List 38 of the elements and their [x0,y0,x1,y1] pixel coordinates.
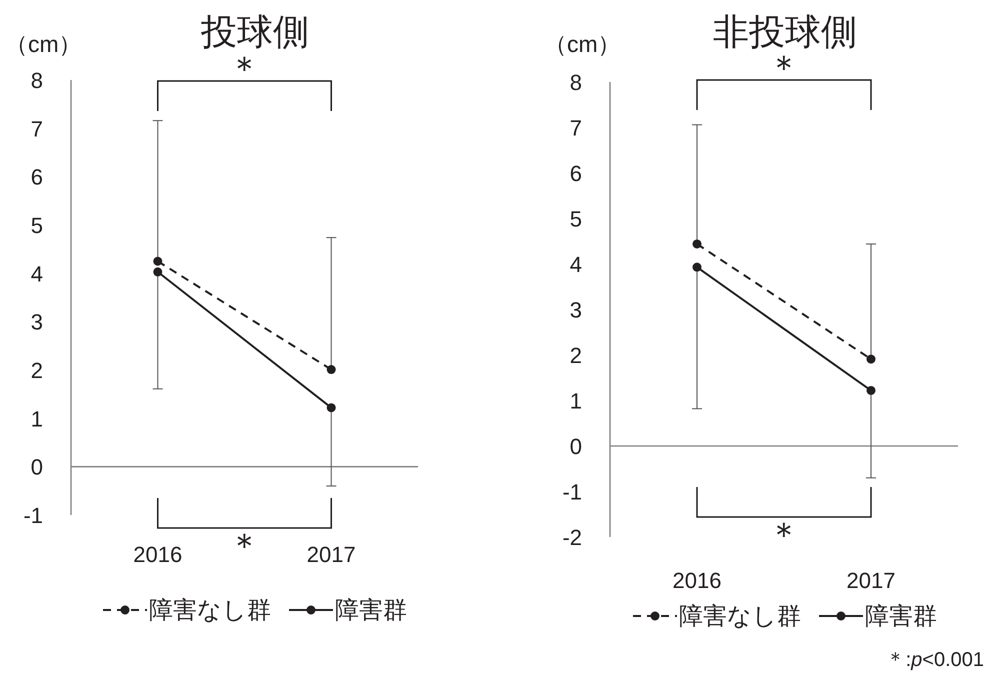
title: 非投球側 [713,11,857,52]
ylabel: （cm） [544,31,621,57]
y-tick: 3 [30,310,43,335]
y-tick: 7 [570,116,582,140]
y-tick: 6 [570,161,582,186]
y-tick: 8 [30,68,43,93]
y-tick: 4 [570,252,582,277]
annotation: ＊:p<0.001 [886,649,984,671]
y-tick: 4 [30,261,43,286]
y-tick: 1 [570,388,582,414]
legend-label: 障害群 [335,597,407,624]
y-tick: -1 [562,480,582,504]
legend-label: 障害なし群 [149,597,271,624]
y-tick: 0 [30,454,43,480]
y-tick: 2 [30,358,43,383]
x-tick: 2016 [133,542,182,567]
y-tick: -2 [562,525,582,550]
y-tick: 3 [570,298,582,322]
x-tick: 2016 [672,568,722,593]
annotation: ＊ [767,49,801,87]
legend-label: 障害なし群 [679,603,801,630]
annotation: ＊ [228,527,262,565]
annotation: ＊ [767,516,801,554]
annotation: ＊ [228,50,262,88]
ylabel: （cm） [5,31,82,57]
y-tick: 6 [30,164,43,190]
y-tick: 5 [570,206,582,232]
y-tick: 1 [30,406,43,432]
y-tick: 0 [570,434,582,459]
x-tick: 2017 [846,568,896,593]
y-tick: 8 [570,70,582,95]
x-tick: 2017 [306,542,356,567]
legend-label: 障害群 [865,603,937,630]
y-tick: 2 [570,343,582,368]
y-tick: 5 [30,213,43,238]
y-tick: -1 [23,503,43,528]
y-tick: 7 [30,116,43,142]
title: 投球側 [201,11,309,52]
